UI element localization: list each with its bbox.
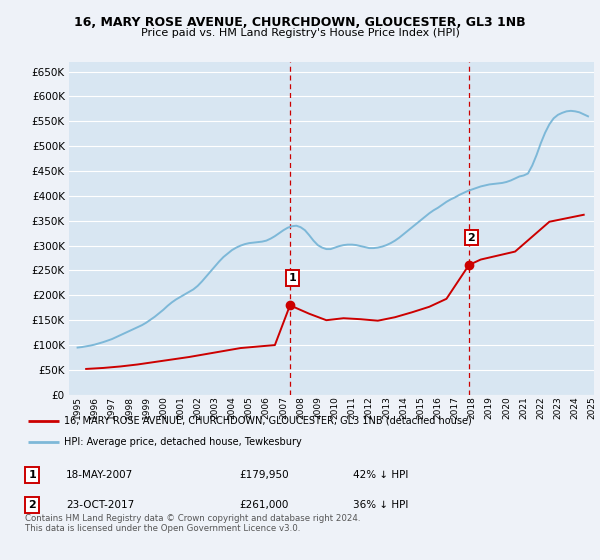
Text: 2: 2 bbox=[28, 500, 36, 510]
Text: 23-OCT-2017: 23-OCT-2017 bbox=[66, 500, 134, 510]
Text: 1: 1 bbox=[28, 470, 36, 480]
Text: 18-MAY-2007: 18-MAY-2007 bbox=[66, 470, 133, 480]
Text: £261,000: £261,000 bbox=[239, 500, 289, 510]
Text: 36% ↓ HPI: 36% ↓ HPI bbox=[353, 500, 408, 510]
Text: 42% ↓ HPI: 42% ↓ HPI bbox=[353, 470, 408, 480]
Text: 1: 1 bbox=[289, 273, 296, 283]
Text: Price paid vs. HM Land Registry's House Price Index (HPI): Price paid vs. HM Land Registry's House … bbox=[140, 28, 460, 38]
Text: HPI: Average price, detached house, Tewkesbury: HPI: Average price, detached house, Tewk… bbox=[64, 436, 302, 446]
Text: 16, MARY ROSE AVENUE, CHURCHDOWN, GLOUCESTER, GL3 1NB (detached house): 16, MARY ROSE AVENUE, CHURCHDOWN, GLOUCE… bbox=[64, 416, 472, 426]
Text: 16, MARY ROSE AVENUE, CHURCHDOWN, GLOUCESTER, GL3 1NB: 16, MARY ROSE AVENUE, CHURCHDOWN, GLOUCE… bbox=[74, 16, 526, 29]
Text: Contains HM Land Registry data © Crown copyright and database right 2024.
This d: Contains HM Land Registry data © Crown c… bbox=[25, 514, 361, 533]
Text: £179,950: £179,950 bbox=[239, 470, 289, 480]
Text: 2: 2 bbox=[467, 232, 475, 242]
